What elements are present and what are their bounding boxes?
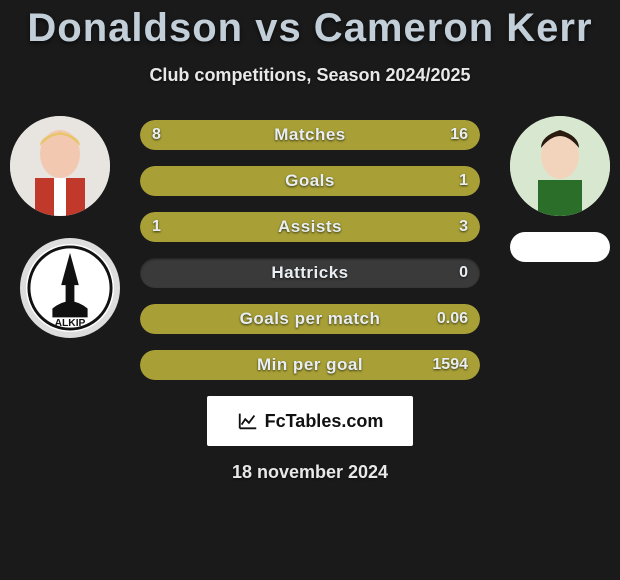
stat-bars: Matches816Goals1Assists13Hattricks0Goals… [140, 116, 480, 380]
stat-row: Assists1 3 [140, 212, 480, 242]
stat-label: Hattricks [140, 258, 480, 288]
brand-chart-icon [237, 410, 259, 432]
stat-value-right: 0.06 [437, 304, 468, 334]
stat-value-right: 1 [459, 166, 468, 196]
page-title: Donaldson vs Cameron Kerr [0, 0, 620, 51]
player-right-avatar [510, 116, 610, 216]
stat-label: Min per goal [140, 350, 480, 380]
svg-text:ALKIP: ALKIP [55, 318, 86, 329]
date-label: 18 november 2024 [0, 462, 620, 483]
stat-label: Goals [140, 166, 480, 196]
right-avatars [510, 116, 610, 284]
stat-label: Assists [140, 212, 480, 242]
stat-row: Goals per match0.06 [140, 304, 480, 334]
player-right-icon [510, 116, 610, 216]
stat-value-left: 8 [152, 120, 161, 150]
brand-label: FcTables.com [265, 411, 384, 432]
stat-value-right: 0 [459, 258, 468, 288]
stat-row: Matches8 16 [140, 120, 480, 150]
stat-label: Matches [140, 120, 480, 150]
player-left-avatar [10, 116, 110, 216]
club-left-icon: ALKIP [26, 244, 114, 332]
stat-value-left: 1 [152, 212, 161, 242]
player-left-icon [10, 116, 110, 216]
brand-footer: FcTables.com [207, 396, 413, 446]
left-avatars: ALKIP [10, 116, 120, 360]
club-left-logo: ALKIP [20, 238, 120, 338]
stat-label: Goals per match [140, 304, 480, 334]
stat-value-right: 16 [450, 120, 468, 150]
stat-value-right: 3 [459, 212, 468, 242]
club-right-logo [510, 232, 610, 262]
page-subtitle: Club competitions, Season 2024/2025 [0, 65, 620, 86]
comparison-content: ALKIP Matches816Goals1Assists13Hattricks… [0, 116, 620, 380]
stat-row: Min per goal1594 [140, 350, 480, 380]
stat-value-right: 1594 [432, 350, 468, 380]
stat-row: Goals1 [140, 166, 480, 196]
stat-row: Hattricks0 [140, 258, 480, 288]
